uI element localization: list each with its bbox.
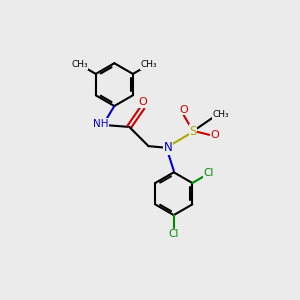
- Text: N: N: [164, 141, 172, 154]
- Text: O: O: [138, 97, 147, 107]
- Text: NH: NH: [93, 119, 109, 129]
- Text: Cl: Cl: [204, 168, 214, 178]
- Text: Cl: Cl: [169, 230, 179, 239]
- Text: O: O: [210, 130, 219, 140]
- Text: CH₃: CH₃: [71, 60, 88, 69]
- Text: CH₃: CH₃: [212, 110, 229, 119]
- Text: CH₃: CH₃: [141, 60, 158, 69]
- Text: S: S: [189, 125, 197, 138]
- Text: O: O: [179, 105, 188, 115]
